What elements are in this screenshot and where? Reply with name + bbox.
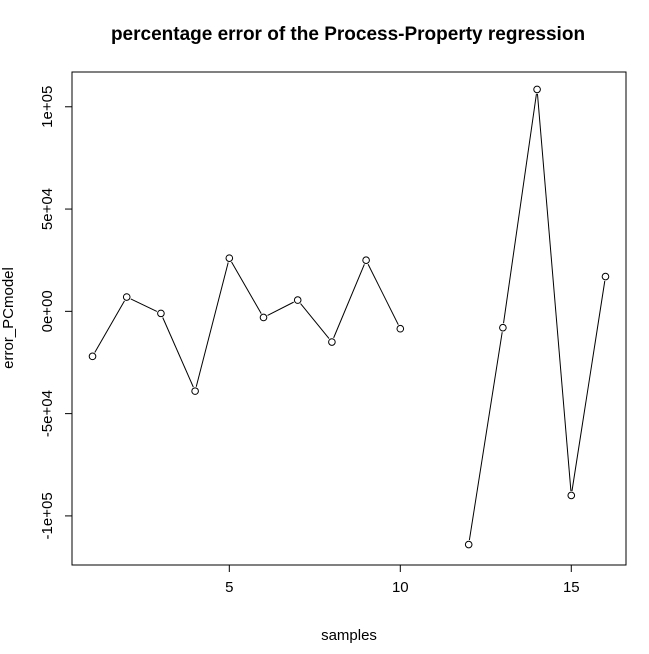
series-line-segment [503, 93, 537, 324]
series-line-segment [571, 280, 606, 492]
x-axis-label: samples [321, 627, 377, 644]
data-point [88, 352, 97, 361]
chart-title: percentage error of the Process-Property… [111, 24, 585, 45]
x-axis: 5 10 15 [225, 564, 580, 596]
data-point [225, 254, 234, 262]
y-tick-label: 0e+00 [39, 290, 56, 332]
x-tick-label: 15 [563, 579, 580, 596]
data-point [122, 293, 131, 301]
series-line-segment [468, 332, 503, 541]
series-line-segment [300, 303, 330, 339]
data-point [191, 387, 199, 395]
data-point [567, 491, 576, 500]
data-point [396, 324, 405, 333]
data-point [601, 272, 610, 281]
data-point [293, 296, 302, 304]
data-point [499, 323, 507, 332]
y-tick-label: -1e+05 [39, 492, 56, 539]
x-tick-label: 5 [225, 579, 233, 596]
data-point [157, 309, 165, 318]
series-lines [94, 93, 606, 541]
y-tick-label: 1e+05 [39, 86, 56, 128]
y-axis-label: error_PCmodel [0, 267, 17, 369]
data-point [328, 338, 336, 346]
data-point [464, 540, 473, 549]
series-line-segment [536, 93, 572, 492]
y-tick-label: -5e+04 [39, 390, 56, 437]
data-point [533, 85, 541, 94]
plot-frame [71, 71, 627, 566]
series-line-segment [333, 264, 365, 339]
y-axis: -1e+05 -5e+04 0e+00 5e+04 1e+05 [39, 86, 73, 539]
series-line-segment [130, 298, 158, 312]
series-line-segment [162, 317, 194, 388]
y-tick-label: 5e+04 [39, 188, 56, 230]
series-line-segment [231, 261, 262, 314]
series-line-segment [195, 262, 229, 387]
series-line-segment [94, 300, 125, 353]
series-line-segment [267, 301, 294, 316]
data-point [259, 313, 268, 322]
x-tick-label: 10 [392, 579, 409, 596]
data-point [362, 256, 370, 264]
series-points [88, 85, 610, 549]
series-line-segment [367, 264, 399, 325]
